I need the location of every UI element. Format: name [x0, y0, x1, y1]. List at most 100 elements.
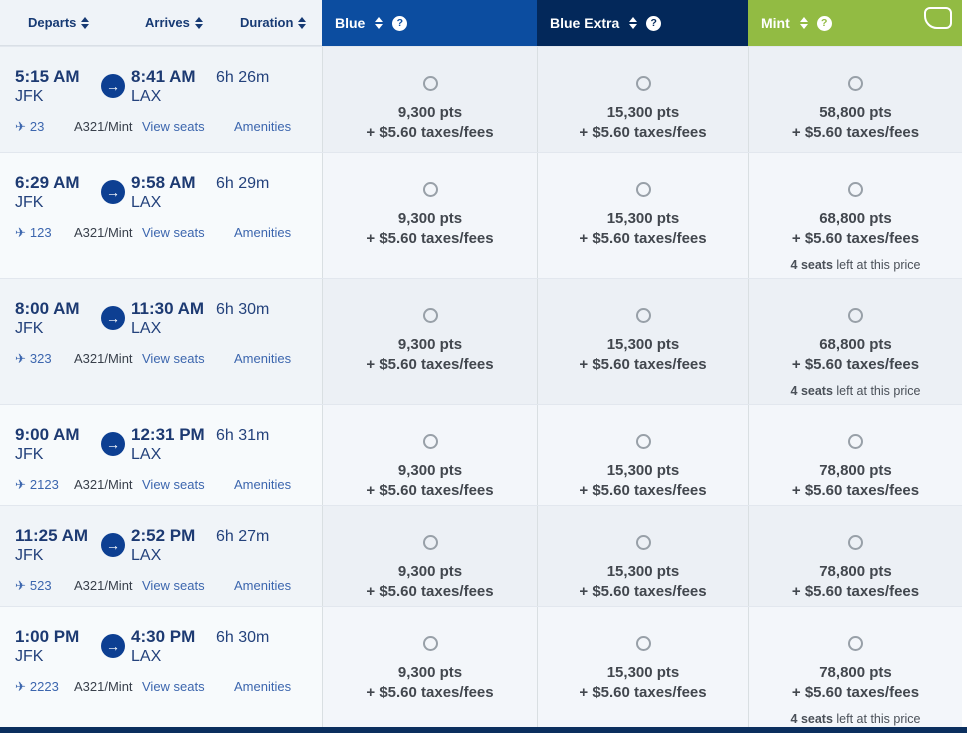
fare-column-header-mint[interactable]: Mint ?: [748, 0, 962, 46]
fare-points: 15,300 pts: [606, 336, 680, 353]
fare-column-header-blue-extra[interactable]: Blue Extra ?: [537, 0, 748, 46]
fare-taxes: + $5.60 taxes/fees: [366, 481, 494, 499]
amenities-link[interactable]: Amenities: [234, 477, 292, 493]
fare-taxes: + $5.60 taxes/fees: [579, 229, 707, 247]
help-icon[interactable]: ?: [816, 15, 832, 31]
mint-seat-icon: [924, 7, 952, 29]
fare-points: 78,800 pts: [819, 664, 892, 681]
fare-points: 78,800 pts: [819, 563, 892, 580]
view-seats-link[interactable]: View seats: [142, 351, 205, 367]
arrive-airport: LAX: [131, 647, 162, 665]
help-icon[interactable]: ?: [646, 15, 662, 31]
flight-info-cell: 11:25 AM JFK → 2:52 PM LAX 6h 27m ✈ 523 A32…: [0, 506, 322, 606]
view-seats-link[interactable]: View seats: [142, 679, 205, 695]
view-seats-link[interactable]: View seats: [142, 119, 205, 135]
flight-number: ✈ 523: [15, 577, 52, 594]
fare-taxes: + $5.60 taxes/fees: [579, 582, 707, 600]
sort-icon: [298, 16, 307, 29]
sort-arrives[interactable]: Arrives: [145, 15, 240, 30]
flight-info-cell: 1:00 PM JFK → 4:30 PM LAX 6h 30m ✈ 2223 A32…: [0, 607, 322, 727]
fare-radio[interactable]: [422, 434, 438, 449]
seats-left-note: 4 seats left at this price: [790, 258, 921, 272]
fare-radio[interactable]: [848, 535, 863, 550]
fare-cell-blue: 9,300 pts + $5.60 taxes/fees: [322, 506, 537, 606]
arrive-airport: LAX: [131, 445, 162, 463]
fare-radio[interactable]: [422, 182, 438, 197]
fare-radio[interactable]: [635, 76, 651, 91]
duration: 6h 30m: [216, 629, 270, 646]
fare-taxes: + $5.60 taxes/fees: [366, 229, 494, 247]
flight-info-cell: 8:00 AM JFK → 11:30 AM LAX 6h 30m ✈ 323 A32…: [0, 279, 322, 404]
fare-points: 9,300 pts: [397, 664, 463, 681]
view-seats-link[interactable]: View seats: [142, 477, 205, 493]
plane-icon: ✈: [15, 577, 26, 593]
fare-taxes: + $5.60 taxes/fees: [579, 355, 707, 373]
fare-radio[interactable]: [635, 182, 651, 197]
fare-points: 58,800 pts: [819, 104, 892, 121]
sort-icon: [81, 16, 90, 29]
duration: 6h 27m: [216, 528, 270, 545]
flight-row: 1:00 PM JFK → 4:30 PM LAX 6h 30m ✈ 2223 A32…: [0, 606, 962, 727]
fare-radio[interactable]: [635, 308, 651, 323]
fare-taxes: + $5.60 taxes/fees: [366, 123, 494, 141]
view-seats-link[interactable]: View seats: [142, 578, 205, 594]
fare-cell-blue-extra: 15,300 pts + $5.60 taxes/fees: [537, 279, 748, 404]
depart-time: 9:00 AM: [15, 425, 80, 444]
plane-icon: ✈: [15, 678, 26, 694]
fare-cell-mint: 78,800 pts + $5.60 taxes/fees 4 seats le…: [748, 607, 962, 727]
arrive-time: 9:58 AM: [131, 173, 196, 192]
amenities-link[interactable]: Amenities: [234, 351, 292, 367]
depart-time: 6:29 AM: [15, 173, 80, 192]
fare-radio[interactable]: [848, 308, 863, 323]
fare-radio[interactable]: [848, 434, 863, 449]
fare-cell-blue-extra: 15,300 pts + $5.60 taxes/fees: [537, 153, 748, 278]
aircraft-type: A321/Mint: [74, 477, 133, 493]
sort-duration[interactable]: Duration: [240, 15, 322, 30]
sort-icon: [629, 17, 638, 29]
amenities-link[interactable]: Amenities: [234, 679, 292, 695]
arrow-right-icon: →: [101, 306, 125, 330]
amenities-link[interactable]: Amenities: [234, 578, 292, 594]
fare-radio[interactable]: [635, 636, 651, 651]
sort-departs[interactable]: Departs: [28, 15, 145, 30]
fare-radio[interactable]: [848, 76, 863, 91]
flight-row: 9:00 AM JFK → 12:31 PM LAX 6h 31m ✈ 2123 A3…: [0, 404, 962, 505]
fare-radio[interactable]: [422, 636, 438, 651]
fare-taxes: + $5.60 taxes/fees: [791, 582, 920, 600]
flight-number: ✈ 2123: [15, 476, 59, 493]
blue-extra-header-label: Blue Extra: [550, 15, 620, 31]
duration: 6h 26m: [216, 69, 270, 86]
fare-points: 68,800 pts: [819, 336, 892, 353]
arrow-right-icon: →: [101, 180, 125, 204]
arrive-time: 8:41 AM: [131, 67, 196, 86]
fare-cell-blue: 9,300 pts + $5.60 taxes/fees: [322, 279, 537, 404]
fare-radio[interactable]: [848, 182, 863, 197]
fare-radio[interactable]: [422, 308, 438, 323]
fare-column-header-blue[interactable]: Blue ?: [322, 0, 537, 46]
duration-header-label: Duration: [240, 15, 294, 30]
sort-icon: [799, 17, 808, 29]
arrives-header-label: Arrives: [145, 15, 190, 30]
arrive-time: 11:30 AM: [131, 299, 205, 318]
amenities-link[interactable]: Amenities: [234, 119, 292, 135]
arrive-airport: LAX: [131, 87, 162, 105]
fare-radio[interactable]: [848, 636, 863, 651]
sort-icon: [194, 16, 203, 29]
amenities-link[interactable]: Amenities: [234, 225, 292, 241]
fare-points: 15,300 pts: [606, 563, 680, 580]
view-seats-link[interactable]: View seats: [142, 225, 205, 241]
fare-radio[interactable]: [635, 535, 651, 550]
fare-radio[interactable]: [422, 535, 438, 550]
fare-radio[interactable]: [635, 434, 651, 449]
fare-radio[interactable]: [422, 76, 438, 91]
fare-cell-blue: 9,300 pts + $5.60 taxes/fees: [322, 47, 537, 152]
arrow-right-icon: →: [101, 74, 125, 98]
fare-cell-mint: 58,800 pts + $5.60 taxes/fees: [748, 47, 962, 152]
arrive-airport: LAX: [131, 546, 162, 564]
fare-points: 15,300 pts: [606, 462, 680, 479]
aircraft-type: A321/Mint: [74, 225, 133, 241]
plane-icon: ✈: [15, 476, 26, 492]
sort-icon: [375, 17, 384, 29]
help-icon[interactable]: ?: [392, 15, 408, 31]
